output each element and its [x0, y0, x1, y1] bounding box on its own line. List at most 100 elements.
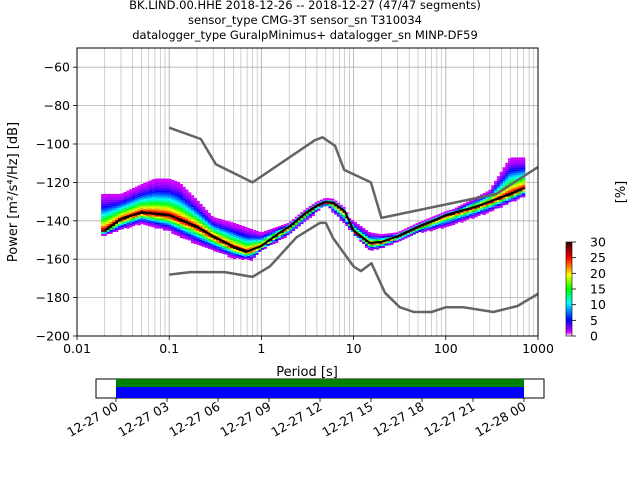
psd-cell: [275, 227, 279, 230]
psd-cell: [395, 240, 400, 243]
psd-cell: [123, 213, 127, 216]
psd-cell: [129, 223, 133, 226]
psd-cell: [154, 218, 158, 221]
psd-cell: [188, 192, 192, 195]
psd-cell: [112, 215, 116, 218]
psd-cell: [174, 208, 178, 211]
psd-cell: [426, 224, 430, 227]
psd-cell: [190, 201, 195, 204]
psd-cell: [261, 237, 265, 240]
psd-cell: [188, 210, 192, 213]
psd-cell: [494, 194, 498, 197]
psd-cell: [120, 193, 124, 196]
psd-cell: [176, 199, 181, 202]
psd-cell: [193, 212, 197, 215]
psd-cell: [188, 194, 192, 197]
psd-cell: [247, 251, 251, 254]
psd-cell: [207, 218, 211, 221]
psd-cell: [496, 200, 501, 203]
psd-cell: [176, 215, 181, 218]
psd-cell: [176, 191, 181, 194]
psd-cell: [465, 213, 470, 216]
psd-cell: [378, 236, 383, 239]
psd-cell: [207, 212, 211, 215]
psd-cell: [339, 204, 343, 207]
psd-cell: [134, 206, 138, 209]
psd-cell: [160, 216, 164, 219]
psd-cell: [168, 204, 172, 207]
psd-cell: [460, 220, 464, 223]
psd-cell: [160, 214, 164, 217]
psd-cell: [468, 214, 472, 217]
psd-cell: [171, 223, 175, 226]
psd-cell: [238, 238, 242, 241]
psd-cell: [140, 216, 144, 219]
psd-cell: [176, 197, 181, 200]
psd-cell: [148, 194, 153, 197]
psd-cell: [446, 216, 450, 219]
psd-cell: [213, 229, 217, 232]
psd-cell: [300, 222, 304, 225]
psd-cell: [421, 226, 425, 229]
psd-cell: [165, 200, 169, 203]
psd-cell: [227, 235, 231, 238]
psd-cell: [233, 227, 237, 230]
psd-cell: [103, 211, 108, 214]
psd-cell: [443, 217, 447, 220]
psd-cell: [185, 211, 189, 214]
psd-cell: [508, 164, 512, 167]
psd-cell: [510, 173, 515, 176]
psd-cell: [230, 232, 234, 235]
psd-cell: [106, 199, 110, 202]
psd-cell: [115, 203, 119, 206]
psd-cell: [165, 188, 169, 191]
psd-cell: [423, 225, 428, 228]
psd-cell: [182, 190, 186, 193]
psd-cell: [193, 234, 197, 237]
psd-cell: [233, 237, 237, 240]
psd-cell: [244, 232, 248, 235]
psd-cell: [103, 207, 108, 210]
psd-cell: [426, 218, 430, 221]
y-tick-label: −180: [36, 290, 70, 305]
psd-cell: [185, 203, 189, 206]
psd-cell: [227, 247, 231, 250]
psd-cell: [196, 228, 200, 231]
psd-cell: [165, 212, 169, 215]
psd-cell: [491, 197, 495, 200]
psd-cell: [146, 219, 150, 222]
psd-cell: [131, 200, 136, 203]
psd-cell: [216, 232, 220, 235]
psd-cell: [370, 234, 374, 237]
psd-cell: [162, 192, 167, 195]
psd-cell: [196, 204, 200, 207]
psd-cell: [162, 188, 167, 191]
psd-cell: [465, 205, 470, 208]
psd-cell: [224, 234, 228, 237]
psd-cell: [305, 213, 310, 216]
psd-cell: [305, 215, 310, 218]
psd-cell: [148, 208, 153, 211]
psd-cell: [196, 238, 200, 241]
psd-cell: [188, 228, 192, 231]
psd-cell: [510, 157, 515, 160]
psd-cell: [109, 221, 113, 224]
psd-cell: [151, 209, 155, 212]
psd-cell: [106, 211, 110, 214]
psd-cell: [477, 213, 481, 216]
psd-cell: [103, 201, 108, 204]
psd-cell: [154, 180, 158, 183]
psd-cell: [269, 234, 273, 237]
psd-cell: [146, 193, 150, 196]
psd-cell: [123, 199, 127, 202]
psd-cell: [247, 239, 251, 242]
psd-cell: [522, 177, 526, 180]
psd-cell: [508, 170, 512, 173]
psd-cell: [505, 198, 509, 201]
psd-cell: [185, 213, 189, 216]
psd-cell: [519, 163, 523, 166]
psd-cell: [300, 220, 304, 223]
psd-cell: [129, 217, 133, 220]
psd-cell: [516, 185, 520, 188]
psd-cell: [213, 223, 217, 226]
